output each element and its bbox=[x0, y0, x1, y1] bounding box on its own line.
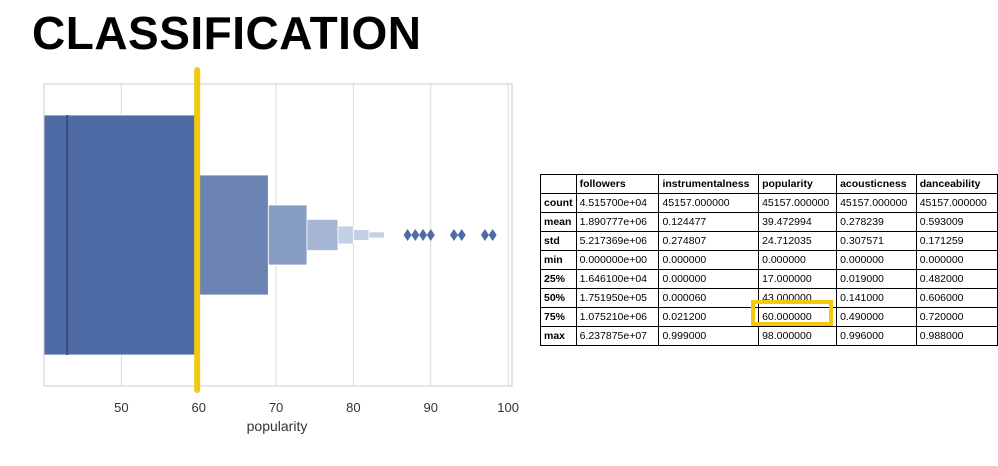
table-row: 75% 1.075210e+06 0.021200 60.000000 0.49… bbox=[540, 307, 998, 327]
table-row: max 6.237875e+07 0.999000 98.000000 0.99… bbox=[540, 326, 998, 346]
table-cell: 0.593009 bbox=[915, 212, 998, 232]
outlier-marker bbox=[411, 229, 420, 241]
table-cell: 0.021200 bbox=[658, 307, 760, 327]
table-cell: 0.996000 bbox=[836, 326, 917, 346]
x-tick-label: 60 bbox=[191, 400, 205, 415]
boxen-box bbox=[306, 218, 339, 251]
table-cell: 0.000000 bbox=[658, 269, 760, 289]
boxen-box bbox=[337, 225, 354, 245]
table-row: std 5.217369e+06 0.274807 24.712035 0.30… bbox=[540, 231, 998, 251]
x-tick-label: 80 bbox=[346, 400, 360, 415]
table-header-cell: followers bbox=[575, 174, 660, 194]
row-label: mean bbox=[540, 212, 577, 232]
x-tick-label: 70 bbox=[269, 400, 283, 415]
row-label: max bbox=[540, 326, 577, 346]
row-label: 50% bbox=[540, 288, 577, 308]
boxen-box bbox=[198, 174, 269, 296]
row-label: min bbox=[540, 250, 577, 270]
table-cell: 1.751950e+05 bbox=[575, 288, 660, 308]
table-cell: 17.000000 bbox=[758, 269, 838, 289]
outlier-marker bbox=[457, 229, 466, 241]
outlier-marker bbox=[426, 229, 435, 241]
table-row: mean 1.890777e+06 0.124477 39.472994 0.2… bbox=[540, 212, 998, 232]
row-label: 25% bbox=[540, 269, 577, 289]
table-cell: 98.000000 bbox=[758, 326, 838, 346]
table-header-cell: acousticness bbox=[836, 174, 917, 194]
row-label: count bbox=[540, 193, 577, 213]
x-tick-label: 100 bbox=[497, 400, 519, 415]
boxen-boxes bbox=[43, 114, 385, 356]
table-header-cell: danceability bbox=[915, 174, 998, 194]
table-header-cell bbox=[540, 174, 577, 194]
table-cell: 6.237875e+07 bbox=[575, 326, 660, 346]
table-header-row: followers instrumentalness popularity ac… bbox=[540, 174, 998, 194]
table-cell: 0.307571 bbox=[836, 231, 917, 251]
x-tick-labels: 50 60 70 80 90 100 bbox=[114, 400, 519, 415]
table-cell: 0.482000 bbox=[915, 269, 998, 289]
outlier-marker bbox=[419, 229, 428, 241]
table-cell: 0.720000 bbox=[915, 307, 998, 327]
table-cell: 0.490000 bbox=[836, 307, 917, 327]
boxen-box bbox=[368, 231, 385, 239]
outlier-marker bbox=[403, 229, 412, 241]
table-cell: 1.890777e+06 bbox=[575, 212, 660, 232]
highlight-box bbox=[751, 300, 833, 326]
table-cell: 0.000000 bbox=[915, 250, 998, 270]
table-cell: 0.000000 bbox=[836, 250, 917, 270]
boxen-box bbox=[353, 229, 370, 241]
table-cell: 0.000060 bbox=[658, 288, 760, 308]
table-cell: 5.217369e+06 bbox=[575, 231, 660, 251]
table-cell: 39.472994 bbox=[758, 212, 838, 232]
outlier-marker bbox=[480, 229, 489, 241]
outlier-marker bbox=[449, 229, 458, 241]
table-cell: 24.712035 bbox=[758, 231, 838, 251]
outlier-markers bbox=[403, 229, 497, 241]
table-cell: 45157.000000 bbox=[836, 193, 917, 213]
boxen-box bbox=[267, 204, 308, 266]
describe-stats-table: followers instrumentalness popularity ac… bbox=[540, 174, 998, 346]
table-cell: 0.124477 bbox=[658, 212, 760, 232]
table-header-cell: popularity bbox=[758, 174, 838, 194]
table-header-cell: instrumentalness bbox=[658, 174, 760, 194]
table-cell: 0.000000 bbox=[658, 250, 760, 270]
table-cell: 45157.000000 bbox=[915, 193, 998, 213]
table-cell: 0.999000 bbox=[658, 326, 760, 346]
slide-title: CLASSIFICATION bbox=[32, 7, 422, 59]
table-cell: 0.019000 bbox=[836, 269, 917, 289]
table-row: count 4.515700e+04 45157.000000 45157.00… bbox=[540, 193, 998, 213]
table-cell: 1.075210e+06 bbox=[575, 307, 660, 327]
table-cell: 4.515700e+04 bbox=[575, 193, 660, 213]
plot-frame bbox=[43, 67, 513, 393]
table-row: 25% 1.646100e+04 0.000000 17.000000 0.01… bbox=[540, 269, 998, 289]
outlier-marker bbox=[488, 229, 497, 241]
x-tick-label: 50 bbox=[114, 400, 128, 415]
x-axis-label: popularity bbox=[247, 418, 308, 434]
boxen-plot: 50 60 70 80 90 100 popularity bbox=[43, 67, 519, 434]
table-cell: 0.000000 bbox=[758, 250, 838, 270]
table-cell: 0.171259 bbox=[915, 231, 998, 251]
row-label: 75% bbox=[540, 307, 577, 327]
x-tick-label: 90 bbox=[424, 400, 438, 415]
table-cell: 45157.000000 bbox=[758, 193, 838, 213]
table-cell: 0.988000 bbox=[915, 326, 998, 346]
table-cell: 0.274807 bbox=[658, 231, 760, 251]
table-cell: 1.646100e+04 bbox=[575, 269, 660, 289]
table-cell: 45157.000000 bbox=[658, 193, 760, 213]
table-cell: 0.278239 bbox=[836, 212, 917, 232]
plot-border bbox=[43, 83, 513, 387]
table-cell: 0.606000 bbox=[915, 288, 998, 308]
row-label: std bbox=[540, 231, 577, 251]
table-cell: 0.000000e+00 bbox=[575, 250, 660, 270]
table-row: min 0.000000e+00 0.000000 0.000000 0.000… bbox=[540, 250, 998, 270]
table-cell: 0.141000 bbox=[836, 288, 917, 308]
